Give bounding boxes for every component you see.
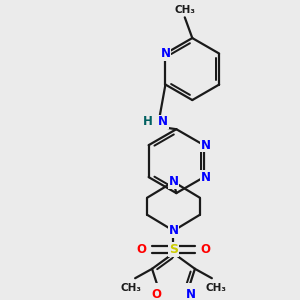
Text: N: N bbox=[160, 47, 170, 60]
Text: CH₃: CH₃ bbox=[174, 5, 195, 15]
Text: CH₃: CH₃ bbox=[121, 283, 142, 292]
Text: O: O bbox=[200, 243, 210, 256]
Text: O: O bbox=[152, 287, 161, 300]
Text: N: N bbox=[169, 224, 178, 237]
Text: S: S bbox=[169, 243, 178, 256]
Text: N: N bbox=[185, 287, 196, 300]
Text: CH₃: CH₃ bbox=[205, 283, 226, 292]
Text: H: H bbox=[143, 115, 153, 128]
Text: N: N bbox=[201, 139, 211, 152]
Text: N: N bbox=[201, 171, 211, 184]
Text: N: N bbox=[158, 115, 168, 128]
Text: N: N bbox=[169, 175, 178, 188]
Text: O: O bbox=[136, 243, 146, 256]
